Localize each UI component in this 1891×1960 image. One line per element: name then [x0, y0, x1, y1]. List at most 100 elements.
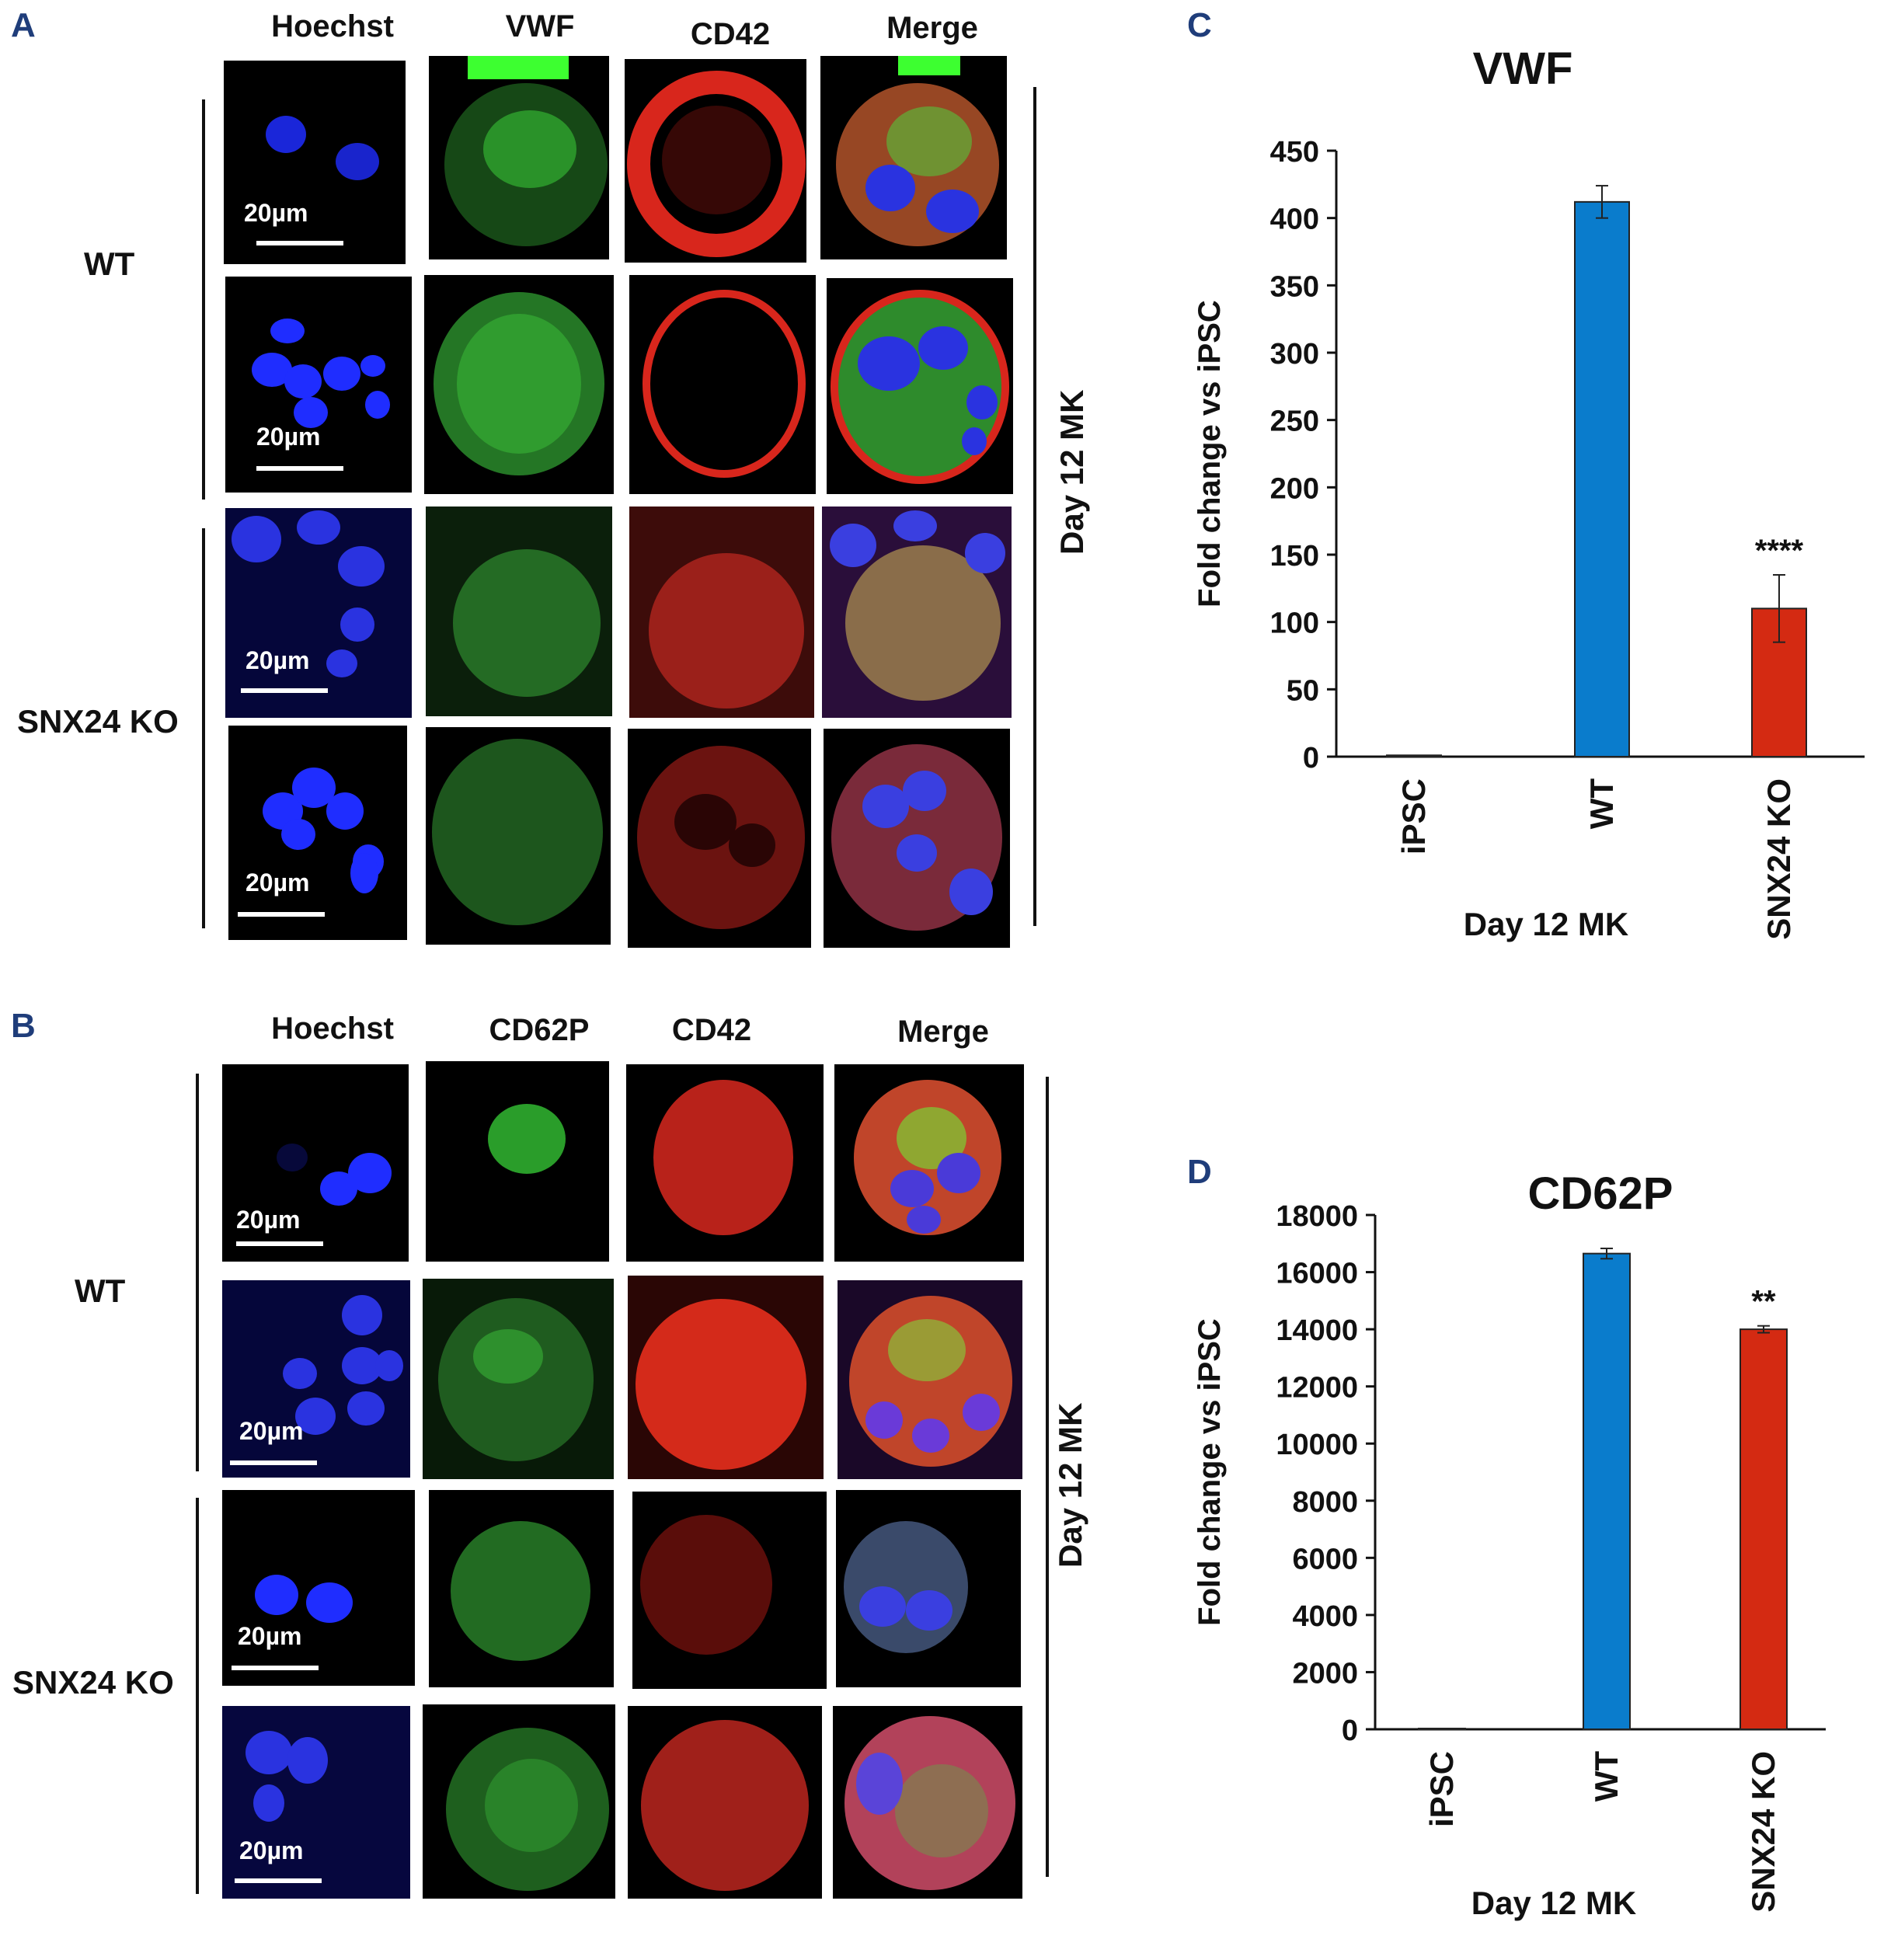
image-hoechst: 20µm	[222, 1064, 409, 1262]
y-axis-label: Fold change vs iPSC	[1193, 300, 1227, 607]
x-axis-label: Day 12 MK	[1464, 906, 1628, 942]
scale-bar-label: 20µm	[246, 646, 310, 674]
y-tick-label: 8000	[1292, 1486, 1358, 1519]
y-tick-label: 4000	[1292, 1600, 1358, 1633]
significance-label: ****	[1755, 534, 1804, 568]
x-tick-label: iPSC	[1395, 778, 1432, 855]
image-hoechst: 20µm	[222, 1706, 410, 1899]
image-cd42	[626, 1064, 824, 1262]
group-label-ko: SNX24 KO	[12, 1664, 174, 1701]
bracket-ko	[202, 528, 205, 928]
chart-cd62p: CD62P 0 2000 4000 6000 8000 10000 12000 14000 160…	[1193, 1168, 1826, 1921]
y-tick-label: 200	[1270, 472, 1319, 505]
image-merge	[834, 1064, 1024, 1262]
image-cd62p	[426, 1061, 609, 1262]
side-label-day12: Day 12 MK	[1052, 1402, 1088, 1568]
image-hoechst: 20µm	[222, 1490, 415, 1686]
image-merge	[827, 278, 1013, 494]
y-axis-label: Fold change vs iPSC	[1193, 1318, 1227, 1626]
significance-label: **	[1751, 1285, 1776, 1319]
image-cd42	[632, 1492, 827, 1689]
chart-title: VWF	[1473, 44, 1573, 94]
scale-bar	[230, 1460, 317, 1465]
panel-letter-b: B	[11, 1007, 36, 1045]
group-label-ko: SNX24 KO	[17, 703, 179, 740]
scale-bar	[236, 1241, 323, 1246]
bracket-wt	[196, 1074, 199, 1471]
col-head-merge: Merge	[886, 11, 978, 45]
bar-wt	[1583, 1252, 1631, 1730]
image-cd62p	[423, 1704, 615, 1899]
image-cd62p	[429, 1490, 614, 1687]
bracket-right	[1046, 1077, 1049, 1877]
image-cd42	[628, 1706, 822, 1899]
image-cd42	[625, 59, 806, 263]
y-tick-label: 100	[1270, 607, 1319, 640]
y-tick-label: 0	[1342, 1715, 1358, 1747]
bar-ipsc	[1386, 754, 1442, 757]
scale-bar	[256, 241, 343, 245]
group-label-wt: WT	[84, 245, 135, 282]
scale-bar	[232, 1666, 319, 1670]
chart-vwf: VWF 0 50 100 150 200 250 300 350 400 450 Fold chang…	[1193, 44, 1865, 942]
scale-bar	[241, 688, 328, 693]
panel-letter-d: D	[1187, 1153, 1212, 1191]
scale-bar-label: 20µm	[239, 1836, 304, 1864]
bracket-right	[1033, 87, 1036, 926]
bar-ipsc	[1418, 1728, 1466, 1730]
bracket-wt	[202, 99, 205, 500]
bar-wt	[1574, 200, 1630, 758]
x-tick-label: SNX24 KO	[1760, 778, 1797, 940]
y-tick-label: 16000	[1276, 1258, 1358, 1290]
y-tick-label: 400	[1270, 204, 1319, 236]
y-tick-label: 350	[1270, 270, 1319, 303]
image-hoechst: 20µm	[225, 277, 412, 493]
image-hoechst: 20µm	[225, 508, 412, 718]
y-tick-label: 10000	[1276, 1429, 1358, 1461]
y-tick-label: 6000	[1292, 1543, 1358, 1575]
col-head-cd42: CD42	[671, 1013, 752, 1047]
col-head-vwf: VWF	[505, 9, 575, 44]
col-head-cd42: CD42	[690, 17, 771, 51]
image-merge	[820, 56, 1007, 259]
image-merge	[824, 729, 1010, 948]
y-tick-label: 0	[1303, 742, 1319, 775]
y-tick-label: 150	[1270, 540, 1319, 573]
panel-letter-c: C	[1187, 6, 1212, 44]
y-tick-label: 2000	[1292, 1657, 1358, 1690]
image-vwf	[424, 275, 614, 494]
y-tick-label: 18000	[1276, 1200, 1358, 1233]
image-hoechst: 20µm	[224, 61, 406, 264]
y-tick-label: 250	[1270, 406, 1319, 438]
image-merge	[833, 1706, 1022, 1899]
panel-letter-a: A	[11, 6, 36, 44]
scale-bar-label: 20µm	[238, 1622, 302, 1650]
x-axis-label: Day 12 MK	[1471, 1885, 1636, 1921]
x-tick-label: SNX24 KO	[1745, 1751, 1781, 1913]
image-cd42	[629, 275, 816, 494]
y-tick-label: 12000	[1276, 1372, 1358, 1405]
side-label-day12: Day 12 MK	[1053, 389, 1090, 555]
x-tick-label: iPSC	[1423, 1751, 1460, 1827]
y-tick-label: 14000	[1276, 1314, 1358, 1347]
image-hoechst: 20µm	[228, 726, 407, 940]
image-merge	[822, 507, 1012, 718]
image-merge	[836, 1490, 1021, 1687]
scale-bar	[235, 1878, 322, 1883]
image-vwf	[426, 507, 612, 716]
y-tick-label: 50	[1287, 674, 1319, 707]
scale-bar-label: 20µm	[244, 199, 308, 227]
image-merge	[838, 1280, 1022, 1479]
image-cd42	[628, 729, 811, 948]
scale-bar-label: 20µm	[256, 423, 321, 451]
image-cd62p	[423, 1279, 614, 1479]
image-vwf	[429, 56, 609, 259]
x-tick-label: WT	[1588, 1751, 1625, 1802]
scale-bar	[256, 466, 343, 471]
y-tick-label: 450	[1270, 136, 1319, 169]
image-vwf	[426, 727, 611, 945]
x-tick-label: WT	[1583, 778, 1620, 830]
scale-bar-label: 20µm	[246, 869, 310, 896]
bar-snx24-ko	[1740, 1328, 1788, 1731]
scale-bar-label: 20µm	[239, 1417, 304, 1445]
